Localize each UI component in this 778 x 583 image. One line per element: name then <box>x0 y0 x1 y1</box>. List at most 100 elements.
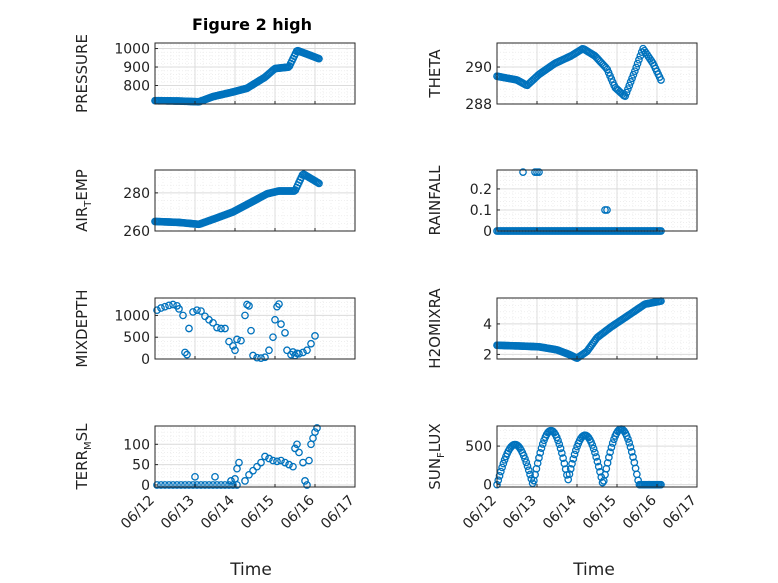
data-point <box>315 54 323 63</box>
data-point <box>636 52 645 60</box>
data-point <box>181 481 189 489</box>
data-point <box>247 326 255 335</box>
data-point <box>305 456 313 465</box>
x-tick-label: 06/15 <box>238 493 278 533</box>
data-point <box>622 88 631 97</box>
x-tick-label: 06/17 <box>318 493 358 533</box>
data-point <box>538 440 547 448</box>
data-point <box>629 70 638 79</box>
data-point <box>535 168 543 176</box>
data-point <box>588 441 597 449</box>
subplot-4: 0 0.1 0.2 RAINFALL <box>426 165 698 240</box>
data-point <box>281 458 289 467</box>
data-point <box>311 428 319 436</box>
data-point <box>225 481 233 489</box>
data-point <box>231 346 239 355</box>
data-point <box>189 308 197 316</box>
data-point <box>289 348 297 356</box>
y-axis-label: AIRTEMP <box>73 169 94 232</box>
y-tick-label: 290 <box>465 60 492 76</box>
y-axis-label: TERRMSL <box>73 423 94 491</box>
data-point <box>285 460 293 469</box>
x-tick-label: 06/14 <box>540 492 580 532</box>
data-point <box>157 304 165 312</box>
data-point <box>185 324 193 333</box>
data-point <box>257 458 265 467</box>
y-axis-label: MIXDEPTH <box>73 289 91 367</box>
y-axis-label: THETA <box>426 49 444 99</box>
data-point <box>556 444 565 453</box>
y-tick-label: 260 <box>123 224 150 240</box>
data-point <box>555 440 564 449</box>
data-point <box>524 466 533 475</box>
y-tick-label: 500 <box>123 330 150 346</box>
data-point <box>265 454 273 463</box>
data-point <box>191 472 199 481</box>
subplot-6: 2 4 H2OMIXRA <box>426 288 698 369</box>
data-point <box>313 424 321 432</box>
data-point <box>557 449 566 457</box>
data-point <box>183 350 191 359</box>
data-point <box>657 76 665 84</box>
y-tick-label: 800 <box>123 79 150 95</box>
data-point <box>235 458 243 467</box>
data-point <box>535 453 543 462</box>
data-point <box>241 311 249 320</box>
data-point <box>565 470 574 478</box>
data-point <box>628 74 636 83</box>
data-point <box>205 481 213 489</box>
data-point <box>536 448 545 457</box>
data-point <box>245 470 253 479</box>
subplot-5: 0 500 1000 MIXDEPTH <box>73 289 356 368</box>
data-point <box>269 456 277 465</box>
axes-box <box>154 425 356 488</box>
data-point <box>265 346 273 355</box>
data-point <box>161 302 169 311</box>
data-point <box>245 301 253 310</box>
data-point <box>603 206 611 214</box>
x-tick-label: 06/17 <box>660 493 700 533</box>
data-point <box>315 179 323 188</box>
data-point <box>593 457 602 466</box>
data-point <box>277 320 285 328</box>
data-point <box>607 443 616 452</box>
data-point <box>181 348 189 357</box>
data-point <box>211 472 219 481</box>
data-point <box>241 477 249 485</box>
data-point <box>499 459 508 468</box>
data-point <box>594 462 603 471</box>
y-tick-label: 280 <box>123 186 150 202</box>
data-point <box>257 354 265 362</box>
data-point <box>193 481 201 489</box>
x-tick-label: 06/16 <box>620 492 660 532</box>
x-tick-label: 06/15 <box>580 493 620 533</box>
data-point <box>626 78 635 86</box>
data-point <box>193 306 201 315</box>
data-point <box>213 481 221 489</box>
data-point <box>630 67 639 76</box>
data-point <box>592 453 601 461</box>
data-point <box>311 332 319 340</box>
data-point <box>275 300 283 308</box>
data-point <box>273 457 281 466</box>
data-point <box>291 444 299 453</box>
data-point <box>153 481 161 489</box>
data-point <box>303 481 311 489</box>
data-point <box>621 92 630 101</box>
figure-title: Figure 2 high <box>192 15 312 34</box>
y-axis-label: SUNFLUX <box>426 423 447 489</box>
y-tick-label: 1000 <box>114 42 150 58</box>
data-point <box>603 459 612 467</box>
data-point <box>209 481 217 489</box>
data-point <box>225 337 233 346</box>
data-point <box>522 458 531 467</box>
data-point <box>624 435 632 443</box>
y-tick-label: 0 <box>483 478 492 494</box>
axes-box <box>154 42 356 105</box>
data-point <box>496 467 505 476</box>
subplot-2: 288 290 THETA <box>426 42 698 113</box>
axes-box <box>496 169 698 232</box>
data-point <box>657 480 665 489</box>
x-tick-label: 06/16 <box>278 492 318 532</box>
